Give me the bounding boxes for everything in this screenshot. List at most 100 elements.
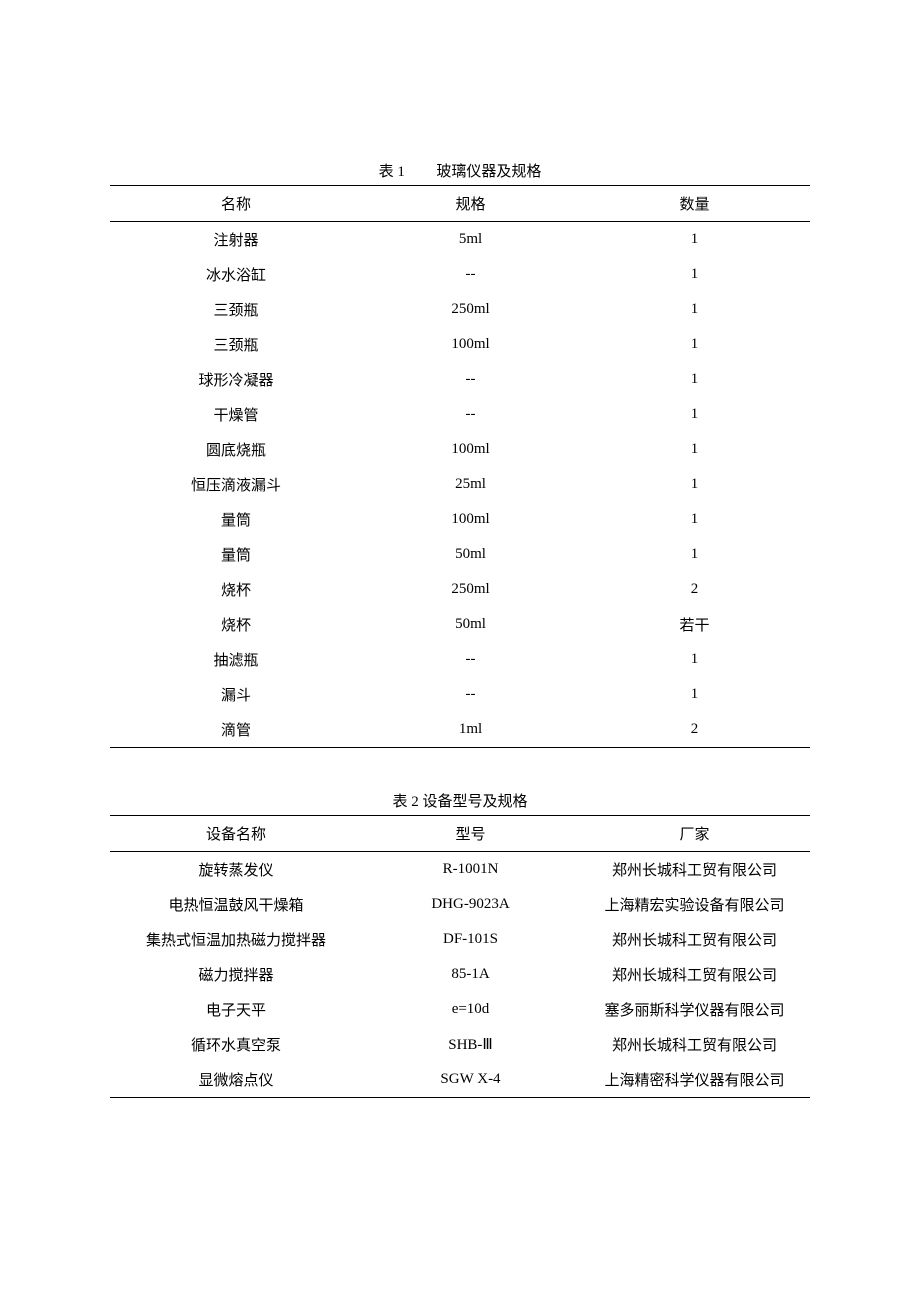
table2-cell: DHG-9023A bbox=[362, 887, 579, 922]
table1-row: 恒压滴液漏斗25ml1 bbox=[110, 467, 810, 502]
table2-cell: DF-101S bbox=[362, 922, 579, 957]
table2: 设备名称 型号 厂家 旋转蒸发仪R-1001N郑州长城科工贸有限公司电热恒温鼓风… bbox=[110, 815, 810, 1098]
table2-cell: 集热式恒温加热磁力搅拌器 bbox=[110, 922, 362, 957]
table1-cell: 球形冷凝器 bbox=[110, 362, 362, 397]
table1-cell: 1ml bbox=[362, 712, 579, 748]
table1-row: 球形冷凝器--1 bbox=[110, 362, 810, 397]
table1-cell: 1 bbox=[579, 467, 810, 502]
table1-row: 量筒100ml1 bbox=[110, 502, 810, 537]
table1-row: 圆底烧瓶100ml1 bbox=[110, 432, 810, 467]
table2-row: 电子天平e=10d塞多丽斯科学仪器有限公司 bbox=[110, 992, 810, 1027]
table1-cell: 抽滤瓶 bbox=[110, 642, 362, 677]
table1-row: 干燥管--1 bbox=[110, 397, 810, 432]
table2-body: 旋转蒸发仪R-1001N郑州长城科工贸有限公司电热恒温鼓风干燥箱DHG-9023… bbox=[110, 852, 810, 1098]
table2-row: 磁力搅拌器85-1A郑州长城科工贸有限公司 bbox=[110, 957, 810, 992]
table1-caption: 表 1 玻璃仪器及规格 bbox=[110, 160, 810, 181]
table1-cell: 1 bbox=[579, 292, 810, 327]
table1-cell: 烧杯 bbox=[110, 572, 362, 607]
table1-cell: -- bbox=[362, 397, 579, 432]
table2-cell: 郑州长城科工贸有限公司 bbox=[579, 957, 810, 992]
table1-row: 三颈瓶250ml1 bbox=[110, 292, 810, 327]
table1-cell: 100ml bbox=[362, 502, 579, 537]
table2-cell: 上海精宏实验设备有限公司 bbox=[579, 887, 810, 922]
table1-row: 抽滤瓶--1 bbox=[110, 642, 810, 677]
table1-cell: 100ml bbox=[362, 327, 579, 362]
table2-cell: 循环水真空泵 bbox=[110, 1027, 362, 1062]
table1-cell: 1 bbox=[579, 502, 810, 537]
table1-body: 注射器5ml1冰水浴缸--1三颈瓶250ml1三颈瓶100ml1球形冷凝器--1… bbox=[110, 222, 810, 748]
table1-cell: 干燥管 bbox=[110, 397, 362, 432]
table1-cell: 三颈瓶 bbox=[110, 327, 362, 362]
table1-caption-prefix: 表 1 bbox=[379, 164, 405, 180]
table1-row: 烧杯250ml2 bbox=[110, 572, 810, 607]
table1-cell: 50ml bbox=[362, 537, 579, 572]
table2-cell: 郑州长城科工贸有限公司 bbox=[579, 1027, 810, 1062]
table2-cell: 85-1A bbox=[362, 957, 579, 992]
table1-cell: 烧杯 bbox=[110, 607, 362, 642]
table1-cell: 1 bbox=[579, 327, 810, 362]
table1-cell: 1 bbox=[579, 432, 810, 467]
table1-row: 漏斗--1 bbox=[110, 677, 810, 712]
table1-row: 滴管1ml2 bbox=[110, 712, 810, 748]
table1-cell: 量筒 bbox=[110, 537, 362, 572]
table2-col-2: 厂家 bbox=[579, 816, 810, 852]
table2-caption: 表 2 设备型号及规格 bbox=[110, 790, 810, 811]
table1-header-row: 名称 规格 数量 bbox=[110, 186, 810, 222]
table2-cell: SHB-Ⅲ bbox=[362, 1027, 579, 1062]
table2-cell: 上海精密科学仪器有限公司 bbox=[579, 1062, 810, 1098]
table2-cell: R-1001N bbox=[362, 852, 579, 888]
table1-cell: 1 bbox=[579, 537, 810, 572]
table2-cell: SGW X-4 bbox=[362, 1062, 579, 1098]
table1-cell: 2 bbox=[579, 572, 810, 607]
table1-cell: 冰水浴缸 bbox=[110, 257, 362, 292]
table1-cell: 250ml bbox=[362, 292, 579, 327]
table1-row: 烧杯50ml若干 bbox=[110, 607, 810, 642]
table2-cell: 郑州长城科工贸有限公司 bbox=[579, 852, 810, 888]
table2-cell: 塞多丽斯科学仪器有限公司 bbox=[579, 992, 810, 1027]
table1-cell: -- bbox=[362, 362, 579, 397]
table1-row: 三颈瓶100ml1 bbox=[110, 327, 810, 362]
table1-cell: 三颈瓶 bbox=[110, 292, 362, 327]
table2-cell: 电热恒温鼓风干燥箱 bbox=[110, 887, 362, 922]
table1-cell: -- bbox=[362, 642, 579, 677]
table1-cell: 圆底烧瓶 bbox=[110, 432, 362, 467]
table1-cell: 若干 bbox=[579, 607, 810, 642]
table1-cell: 量筒 bbox=[110, 502, 362, 537]
table1-row: 注射器5ml1 bbox=[110, 222, 810, 258]
table1-cell: 5ml bbox=[362, 222, 579, 258]
table1-cell: -- bbox=[362, 257, 579, 292]
table1-col-1: 规格 bbox=[362, 186, 579, 222]
table-gap bbox=[110, 748, 810, 790]
table2-row: 集热式恒温加热磁力搅拌器DF-101S郑州长城科工贸有限公司 bbox=[110, 922, 810, 957]
table1-cell: 1 bbox=[579, 642, 810, 677]
table1-cell: 250ml bbox=[362, 572, 579, 607]
table1-cell: 2 bbox=[579, 712, 810, 748]
table2-header-row: 设备名称 型号 厂家 bbox=[110, 816, 810, 852]
table1-row: 冰水浴缸--1 bbox=[110, 257, 810, 292]
table2-cell: 郑州长城科工贸有限公司 bbox=[579, 922, 810, 957]
table1-cell: 恒压滴液漏斗 bbox=[110, 467, 362, 502]
table2-cell: 显微熔点仪 bbox=[110, 1062, 362, 1098]
table2-cell: e=10d bbox=[362, 992, 579, 1027]
table1-caption-title: 玻璃仪器及规格 bbox=[436, 164, 541, 180]
table1-cell: -- bbox=[362, 677, 579, 712]
table1: 名称 规格 数量 注射器5ml1冰水浴缸--1三颈瓶250ml1三颈瓶100ml… bbox=[110, 185, 810, 748]
table2-row: 循环水真空泵SHB-Ⅲ郑州长城科工贸有限公司 bbox=[110, 1027, 810, 1062]
table1-cell: 1 bbox=[579, 257, 810, 292]
table2-row: 显微熔点仪SGW X-4上海精密科学仪器有限公司 bbox=[110, 1062, 810, 1098]
table2-cell: 电子天平 bbox=[110, 992, 362, 1027]
table2-col-1: 型号 bbox=[362, 816, 579, 852]
table1-cell: 1 bbox=[579, 222, 810, 258]
table1-cell: 注射器 bbox=[110, 222, 362, 258]
table1-cell: 25ml bbox=[362, 467, 579, 502]
table1-cell: 1 bbox=[579, 397, 810, 432]
table1-cell: 漏斗 bbox=[110, 677, 362, 712]
table2-row: 旋转蒸发仪R-1001N郑州长城科工贸有限公司 bbox=[110, 852, 810, 888]
table2-col-0: 设备名称 bbox=[110, 816, 362, 852]
table1-col-2: 数量 bbox=[579, 186, 810, 222]
table2-cell: 旋转蒸发仪 bbox=[110, 852, 362, 888]
table1-cell: 1 bbox=[579, 362, 810, 397]
table1-row: 量筒50ml1 bbox=[110, 537, 810, 572]
table1-cell: 1 bbox=[579, 677, 810, 712]
table2-row: 电热恒温鼓风干燥箱DHG-9023A上海精宏实验设备有限公司 bbox=[110, 887, 810, 922]
